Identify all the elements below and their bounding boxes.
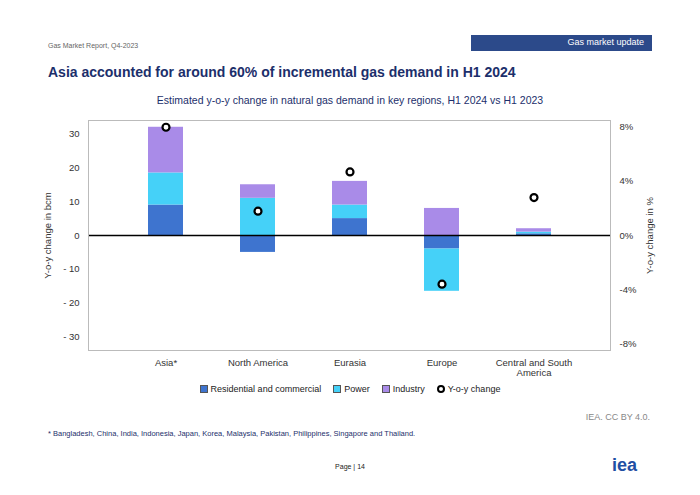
svg-text:Y-o-y change in bcm: Y-o-y change in bcm [42, 192, 53, 278]
html-text:Y-o-y change: Y-o-y change [447, 384, 501, 394]
svg-text:Y-o-y change in %: Y-o-y change in % [644, 197, 655, 274]
svg-text:- 30: - 30 [63, 331, 79, 342]
html-text:Page | 14: Page | 14 [335, 463, 365, 470]
svg-text:-8%: -8% [620, 338, 637, 349]
svg-text:-4%: -4% [620, 284, 637, 295]
svg-text:North America: North America [228, 357, 289, 368]
html-text:Gas Market Report, Q4-2023: Gas Market Report, Q4-2023 [48, 42, 139, 49]
html-text:Estimated y-o-y change in natu: Estimated y-o-y change in natural gas de… [156, 94, 544, 106]
svg-text:0%: 0% [620, 230, 634, 241]
svg-text:30: 30 [69, 128, 80, 139]
svg-text:4%: 4% [620, 175, 634, 186]
html-text:* Bangladesh, China, India, In: * Bangladesh, China, India, Indonesia, J… [48, 429, 416, 438]
svg-text:0: 0 [74, 230, 79, 241]
svg-text:20: 20 [69, 162, 80, 173]
svg-text:- 10: - 10 [63, 263, 79, 274]
html-text:IEA. CC BY 4.0.: IEA. CC BY 4.0. [585, 412, 650, 422]
html-text:Gas market update: Gas market update [567, 37, 644, 47]
svg-text:Central and SouthAmerica: Central and SouthAmerica [496, 357, 573, 378]
svg-text:10: 10 [69, 196, 80, 207]
html-text:Power: Power [344, 384, 370, 394]
svg-text:- 20: - 20 [63, 297, 79, 308]
svg-text:8%: 8% [620, 121, 634, 132]
svg-text:Eurasia: Eurasia [334, 357, 367, 368]
svg-text:Asia*: Asia* [155, 357, 177, 368]
svg-text:Europe: Europe [427, 357, 458, 368]
html-text:iea: iea [612, 455, 637, 475]
html-text:Industry: Industry [392, 384, 425, 394]
html-text:Residential and commercial: Residential and commercial [210, 384, 322, 394]
html-text:Asia accounted for around 60%: Asia accounted for around 60% of increme… [48, 64, 516, 80]
